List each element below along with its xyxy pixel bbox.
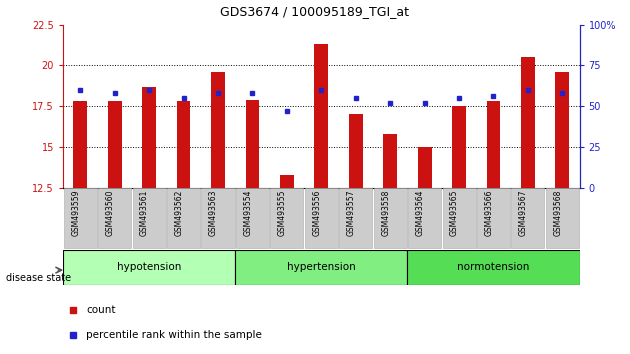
FancyBboxPatch shape	[202, 188, 234, 248]
FancyBboxPatch shape	[442, 188, 476, 248]
Bar	[108, 101, 122, 188]
Bar	[211, 72, 225, 188]
Text: count: count	[86, 305, 116, 315]
FancyBboxPatch shape	[235, 250, 408, 285]
FancyBboxPatch shape	[167, 188, 200, 248]
Text: GDS3674 / 100095189_TGI_at: GDS3674 / 100095189_TGI_at	[220, 5, 410, 18]
Bar	[556, 72, 570, 188]
Text: disease state: disease state	[6, 273, 71, 283]
Bar	[383, 134, 397, 188]
FancyBboxPatch shape	[477, 188, 510, 248]
Text: GSM493566: GSM493566	[484, 189, 493, 236]
Bar	[314, 44, 328, 188]
Text: GSM493556: GSM493556	[312, 189, 321, 236]
Bar	[280, 175, 294, 188]
FancyBboxPatch shape	[374, 188, 407, 248]
FancyBboxPatch shape	[63, 250, 235, 285]
Bar	[176, 101, 190, 188]
FancyBboxPatch shape	[236, 188, 269, 248]
FancyBboxPatch shape	[132, 188, 166, 248]
Bar	[521, 57, 535, 188]
Text: GSM493561: GSM493561	[140, 189, 149, 236]
Text: GSM493562: GSM493562	[175, 189, 183, 236]
FancyBboxPatch shape	[546, 188, 579, 248]
Text: GSM493554: GSM493554	[243, 189, 253, 236]
Bar	[73, 101, 87, 188]
FancyBboxPatch shape	[408, 188, 441, 248]
Text: hypotension: hypotension	[117, 262, 181, 272]
Text: GSM493557: GSM493557	[346, 189, 356, 236]
Text: GSM493565: GSM493565	[450, 189, 459, 236]
Bar	[142, 87, 156, 188]
Bar	[349, 114, 363, 188]
Text: GSM493555: GSM493555	[278, 189, 287, 236]
Text: GSM493564: GSM493564	[416, 189, 425, 236]
Text: GSM493563: GSM493563	[209, 189, 218, 236]
Bar	[486, 101, 500, 188]
Text: GSM493559: GSM493559	[71, 189, 80, 236]
Text: GSM493568: GSM493568	[553, 189, 563, 236]
Bar	[246, 100, 260, 188]
Bar	[452, 106, 466, 188]
Text: GSM493558: GSM493558	[381, 189, 390, 236]
Text: normotension: normotension	[457, 262, 530, 272]
Text: GSM493560: GSM493560	[106, 189, 115, 236]
Text: GSM493567: GSM493567	[519, 189, 528, 236]
Text: hypertension: hypertension	[287, 262, 356, 272]
FancyBboxPatch shape	[339, 188, 372, 248]
Text: percentile rank within the sample: percentile rank within the sample	[86, 330, 262, 339]
FancyBboxPatch shape	[512, 188, 544, 248]
FancyBboxPatch shape	[98, 188, 131, 248]
Bar	[418, 147, 432, 188]
FancyBboxPatch shape	[270, 188, 304, 248]
FancyBboxPatch shape	[305, 188, 338, 248]
FancyBboxPatch shape	[64, 188, 97, 248]
FancyBboxPatch shape	[408, 250, 580, 285]
